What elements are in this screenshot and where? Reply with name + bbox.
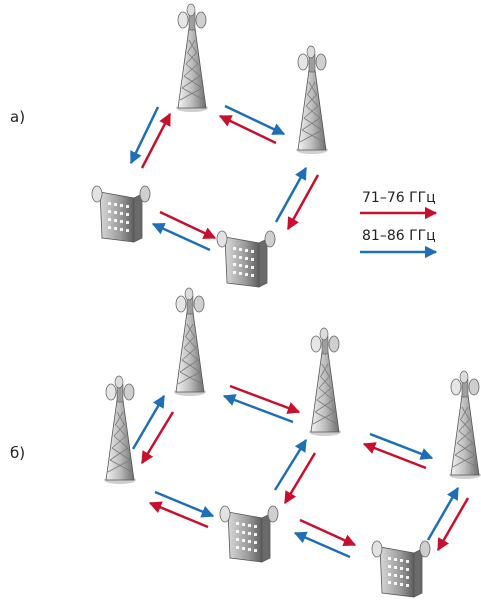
building-icon	[371, 540, 431, 598]
tower-icon	[173, 287, 207, 397]
panel-a-label: а)	[10, 108, 25, 126]
tower-icon	[448, 370, 481, 480]
building-icon	[91, 185, 151, 243]
legend-label-81-86: 81–86 ГГц	[362, 228, 436, 244]
panel-b-label: б)	[10, 444, 25, 462]
building-icon	[219, 505, 279, 563]
building-icon	[216, 230, 276, 288]
legend-label-71-76: 71–76 ГГц	[362, 190, 436, 206]
tower-icon	[308, 327, 342, 437]
links-panel-a	[129, 104, 320, 252]
tower-icon	[295, 45, 329, 155]
tower-icon	[103, 375, 137, 485]
tower-icon	[175, 3, 209, 113]
links-panel-b	[131, 384, 470, 559]
